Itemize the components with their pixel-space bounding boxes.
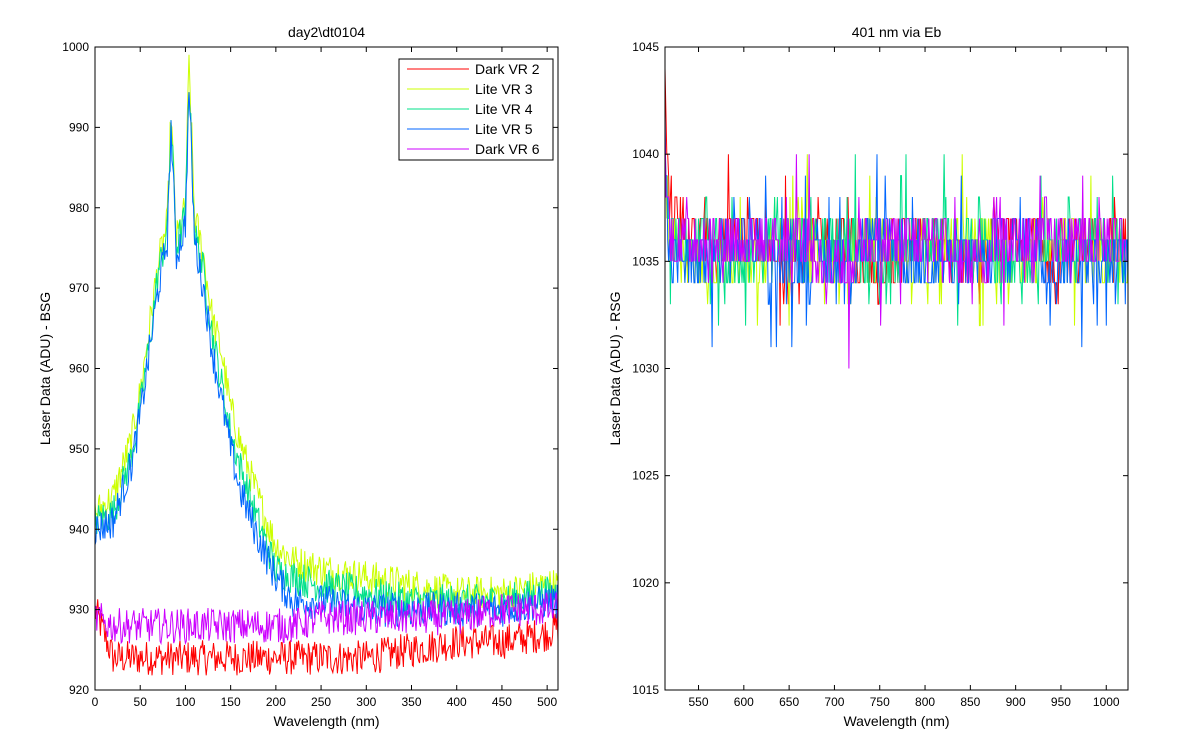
right-xtick-label: 900 (1006, 695, 1026, 709)
left-chart-title: day2\dt0104 (288, 24, 365, 40)
left-xtick-label: 100 (175, 695, 195, 709)
right-plot-area (665, 47, 1128, 690)
left-ytick-label: 950 (69, 442, 89, 456)
left-xtick-label: 250 (311, 695, 331, 709)
left-series-lite-vr-3-line (95, 54, 558, 611)
right-xtick-label: 850 (960, 695, 980, 709)
chart-left: 0 50 100 150 200 250 300 350 400 450 500 920 930 940 9… (37, 24, 559, 729)
right-ytick-label: 1015 (632, 683, 659, 697)
right-xtick-label: 750 (870, 695, 890, 709)
right-xtick-label: 650 (779, 695, 799, 709)
left-xtick-label: 200 (266, 695, 286, 709)
left-xtick-label: 50 (134, 695, 148, 709)
left-series-dark-vr-6-line (95, 592, 558, 646)
left-ytick-label: 920 (69, 683, 89, 697)
right-ytick-label: 1035 (632, 254, 659, 268)
left-ytick-label: 1000 (62, 40, 89, 54)
right-xtick-label: 550 (689, 695, 709, 709)
left-xtick-label: 450 (492, 695, 512, 709)
right-series-group (665, 68, 1128, 369)
right-xtick-label: 600 (734, 695, 754, 709)
legend-item-lite-vr-5-label: Lite VR 5 (475, 121, 533, 137)
left-xtick-label: 400 (447, 695, 467, 709)
right-xtick-label: 1000 (1093, 695, 1120, 709)
left-y-axis-label: Laser Data (ADU) - BSG (37, 292, 53, 445)
right-xtick-label: 950 (1051, 695, 1071, 709)
right-ytick-label: 1045 (632, 40, 659, 54)
left-xtick-label: 0 (92, 695, 99, 709)
right-xtick-label: 800 (915, 695, 935, 709)
left-ytick-label: 970 (69, 281, 89, 295)
left-xtick-label: 300 (356, 695, 376, 709)
left-series-dark-vr-2-line (95, 599, 558, 676)
left-xtick-label: 150 (221, 695, 241, 709)
left-ytick-label: 930 (69, 603, 89, 617)
legend-item-dark-vr-6-label: Dark VR 6 (475, 141, 540, 157)
right-chart-title: 401 nm via Eb (852, 24, 942, 40)
left-ytick-label: 960 (69, 362, 89, 376)
right-y-axis-label: Laser Data (ADU) - RSG (607, 291, 623, 445)
left-series-group (95, 54, 558, 676)
left-ytick-label: 940 (69, 522, 89, 536)
right-ytick-label: 1040 (632, 147, 659, 161)
right-ytick-label: 1030 (632, 362, 659, 376)
legend-item-lite-vr-4-label: Lite VR 4 (475, 101, 533, 117)
right-xtick-label: 700 (824, 695, 844, 709)
left-xtick-label: 350 (401, 695, 421, 709)
right-ytick-label: 1025 (632, 469, 659, 483)
left-x-axis-label: Wavelength (nm) (273, 713, 379, 729)
left-xtick-label: 500 (537, 695, 557, 709)
left-ytick-label: 990 (69, 120, 89, 134)
legend-item-dark-vr-2-label: Dark VR 2 (475, 61, 540, 77)
right-series-5-line (665, 111, 1128, 369)
chart-right: 550 600 650 700 750 800 850 900 950 1000 1015 1020 1… (607, 24, 1129, 729)
left-ytick-label: 980 (69, 201, 89, 215)
right-x-axis-label: Wavelength (nm) (843, 713, 949, 729)
legend-item-lite-vr-3-label: Lite VR 3 (475, 81, 533, 97)
right-ytick-label: 1020 (632, 576, 659, 590)
